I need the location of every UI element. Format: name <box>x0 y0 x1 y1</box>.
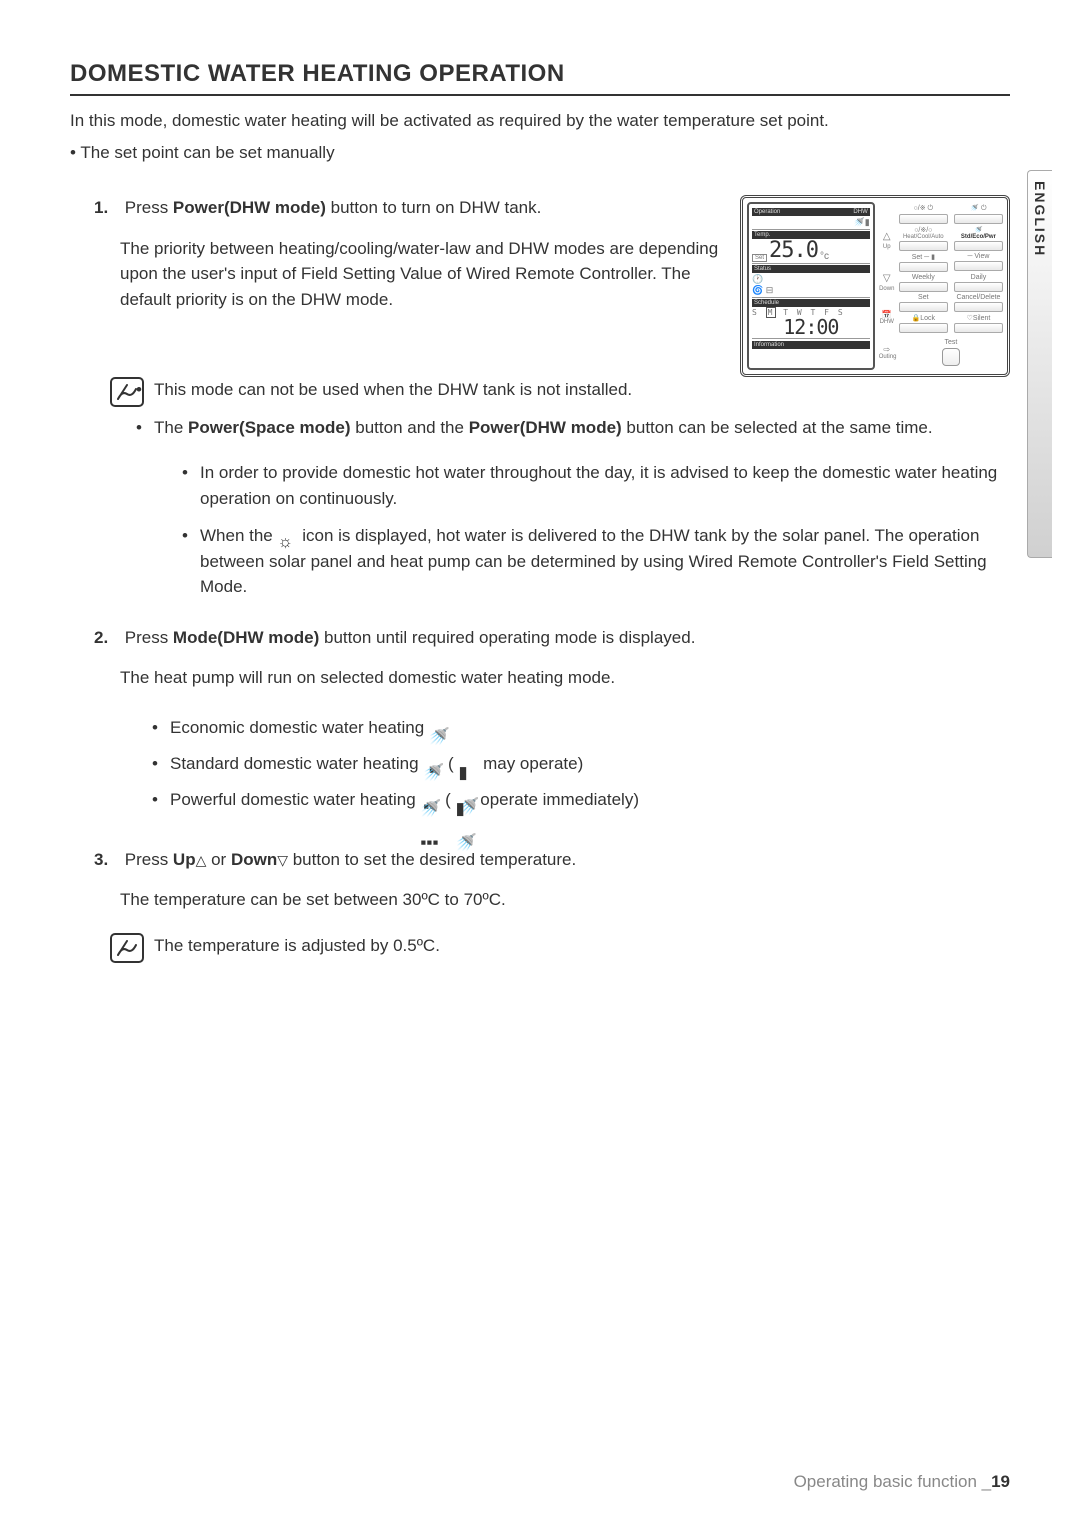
btn-label: View <box>974 253 989 260</box>
lcd-label: Schedule <box>754 300 779 306</box>
step-num: 2. <box>94 625 120 651</box>
btn-label: 🚿 <box>974 227 983 234</box>
step-body: The priority between heating/cooling/wat… <box>120 236 720 313</box>
page-number: 19 <box>991 1472 1010 1491</box>
note-row: This mode can not be used when the DHW t… <box>160 377 1010 452</box>
section-title: DOMESTIC WATER HEATING OPERATION <box>70 60 1010 96</box>
up-arrow-icon: △ <box>879 232 895 242</box>
tap-eco-icon: 🚿▪ <box>429 720 449 736</box>
button-ref: Down <box>231 850 277 869</box>
btn-label: Weekly <box>912 274 935 281</box>
dhw-icon: 📅 <box>879 310 895 319</box>
remote-controller-diagram: OperationDHW 🚿▮ Temp. Set 25.0 °c Status <box>740 195 1010 377</box>
note-item: The Power(Space mode) button and the Pow… <box>154 415 933 441</box>
up-triangle-icon <box>196 850 207 869</box>
note-row: The temperature is adjusted by 0.5ºC. <box>160 933 1010 963</box>
lcd-label: Operation <box>754 209 780 215</box>
lcd-time: 12:00 <box>752 317 870 337</box>
heater-icon: ▮🚿 <box>456 792 476 808</box>
button-ref: Power(Space mode) <box>188 418 351 437</box>
lcd-temp-unit: °c <box>820 251 829 262</box>
down-arrow-icon: ▽ <box>879 274 895 284</box>
btn-sublabel: Std/Eco/Pwr <box>954 234 1003 240</box>
down-triangle-icon <box>277 850 288 869</box>
step-2: 2. Press Mode(DHW mode) button until req… <box>120 625 1010 691</box>
daily-button <box>954 282 1003 292</box>
intro-text: In this mode, domestic water heating wil… <box>70 108 1010 134</box>
remote-lcd: OperationDHW 🚿▮ Temp. Set 25.0 °c Status <box>747 202 875 370</box>
step-1: 1. Press Power(DHW mode) button to turn … <box>120 195 720 312</box>
outing-icon: ⇨ <box>879 345 895 354</box>
heater-icon: ▮🚿 <box>458 756 478 772</box>
view-button <box>954 261 1003 271</box>
lock-button <box>899 323 948 333</box>
tap-std-icon: 🚿▪▪ <box>423 756 443 772</box>
step-num: 1. <box>94 195 120 221</box>
solar-icon: ☼ <box>278 529 298 545</box>
btn-label: Test <box>899 339 1003 346</box>
outing-label: Outing <box>879 354 895 360</box>
mode-pwr: Powerful domestic water heating 🚿▪▪▪ ( ▮… <box>170 783 1010 817</box>
note-item: This mode can not be used when the DHW t… <box>154 377 933 403</box>
text: button to turn on DHW tank. <box>326 198 541 217</box>
mode-dhw-button <box>954 241 1003 251</box>
text: Press <box>125 198 173 217</box>
language-tab: ENGLISH <box>1027 170 1052 558</box>
step-num: 3. <box>94 847 120 873</box>
button-ref: Power(DHW mode) <box>173 198 326 217</box>
button-ref: Mode(DHW mode) <box>173 628 319 647</box>
btn-label: Cancel/Delete <box>956 294 1000 301</box>
down-label: Down <box>879 286 895 292</box>
schedule-set-button <box>899 302 948 312</box>
btn-label: Lock <box>920 315 935 322</box>
btn-label: Set <box>918 294 929 301</box>
cancel-button <box>954 302 1003 312</box>
lcd-label: DHW <box>853 209 867 215</box>
step-body: The heat pump will run on selected domes… <box>120 665 1010 691</box>
btn-label: ○/※ ⏻ <box>914 205 934 212</box>
btn-label: Daily <box>971 274 987 281</box>
intro-bullet: The set point can be set manually <box>70 140 1010 166</box>
note-item: In order to provide domestic hot water t… <box>200 460 1010 511</box>
remote-buttons: ○/※ ⏻ 🚿 ⏻ ○/※/○Heat/Cool/Auto 🚿Std/Eco/P… <box>899 202 1003 370</box>
footer-text: Operating basic function _ <box>794 1472 992 1491</box>
step-3: 3. Press Up or Down button to set the de… <box>120 847 1010 913</box>
lcd-set-label: Set <box>752 254 767 262</box>
note-text: The temperature is adjusted by 0.5ºC. <box>154 933 440 959</box>
mode-space-button <box>899 241 948 251</box>
weekly-button <box>899 282 948 292</box>
lcd-label: Status <box>754 266 771 272</box>
btn-label: ○/※/○ <box>914 227 932 234</box>
mode-std: Standard domestic water heating 🚿▪▪ ( ▮🚿… <box>170 747 1010 781</box>
note-icon <box>110 933 144 963</box>
page-footer: Operating basic function _19 <box>794 1472 1010 1492</box>
mode-eco: Economic domestic water heating 🚿▪ <box>170 711 1010 745</box>
power-space-button <box>899 214 948 224</box>
button-ref: Up <box>173 850 196 869</box>
btn-label: Set <box>912 254 923 261</box>
test-button <box>942 348 960 366</box>
set-button <box>899 262 948 272</box>
lcd-label: Information <box>754 342 784 348</box>
mode-list: Economic domestic water heating 🚿▪ Stand… <box>170 711 1010 817</box>
lcd-temp-value: 25.0 <box>769 240 818 262</box>
lcd-label: Temp. <box>754 232 770 238</box>
btn-sublabel: Heat/Cool/Auto <box>899 234 948 240</box>
power-dhw-button <box>954 214 1003 224</box>
silent-button <box>954 323 1003 333</box>
dhw-label: DHW <box>879 319 895 325</box>
note-item: When the ☼ icon is displayed, hot water … <box>200 523 1010 600</box>
btn-label: Silent <box>973 315 991 322</box>
btn-label: 🚿 ⏻ <box>970 205 986 212</box>
tap-pwr-icon: 🚿▪▪▪ <box>420 792 440 808</box>
button-ref: Power(DHW mode) <box>469 418 622 437</box>
step-body: The temperature can be set between 30ºC … <box>120 887 1010 913</box>
